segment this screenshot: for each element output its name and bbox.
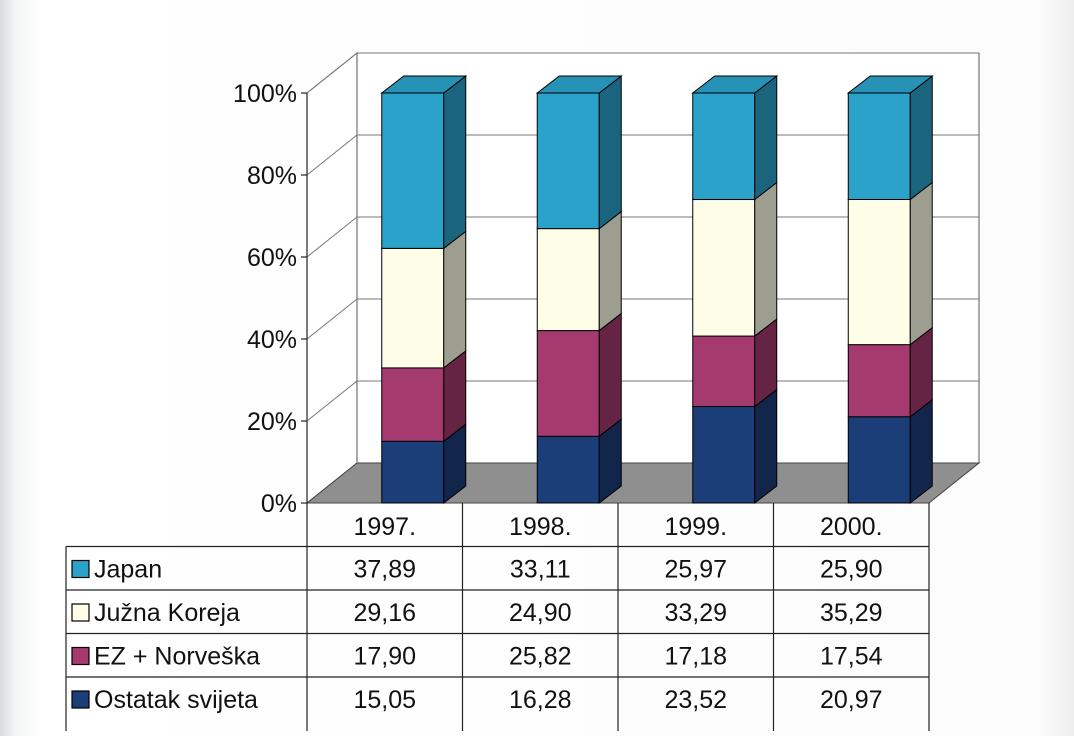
bar-top [380, 75, 468, 94]
bar-ez-norve-ka-1998 [536, 312, 622, 438]
table-header-cell: 1999. [664, 513, 727, 541]
bar-japan-1999 [691, 74, 779, 201]
legend-label-ez-norve-ka: EZ + Norveška [94, 643, 260, 671]
table-cell: 37,89 [353, 556, 416, 584]
gridline [306, 216, 358, 258]
legend-label-ju-na-koreja: Južna Koreja [94, 599, 240, 627]
bar-side [598, 74, 622, 230]
bar-ostatak-svijeta-2000 [847, 398, 933, 505]
table-cell: 33,11 [510, 556, 571, 584]
bar-front [692, 92, 756, 201]
bar-front [692, 199, 756, 337]
bar-top [535, 75, 623, 94]
table-cell: 23,52 [664, 686, 727, 714]
bar-side [754, 181, 778, 338]
table-cell: 17,18 [664, 643, 727, 671]
bar-japan-1998 [535, 74, 623, 230]
legend-swatch-ju-na-koreja [71, 603, 90, 622]
gridline [306, 134, 358, 176]
table-cell: 25,90 [820, 556, 883, 584]
bar-top [691, 75, 779, 94]
bar-front [381, 367, 445, 442]
table-cell: 15,05 [353, 686, 416, 714]
bar-ju-na-koreja-2000 [847, 181, 933, 346]
bar-ostatak-svijeta-1998 [536, 418, 622, 505]
bar-front [692, 335, 756, 408]
bar-front [847, 344, 911, 418]
legend-label-ostatak-svijeta: Ostatak svijeta [94, 686, 258, 714]
bar-front [536, 330, 600, 437]
bar-japan-2000 [846, 74, 934, 201]
bar-top [846, 75, 934, 94]
table-cell: 29,16 [353, 599, 416, 627]
table-cell: 20,97 [820, 686, 883, 714]
chart-side-wall [306, 51, 358, 505]
bar-front [692, 406, 756, 504]
bar-side [598, 312, 622, 438]
bar-front [381, 440, 445, 504]
gridline [306, 52, 358, 94]
table-cell: 17,90 [353, 643, 416, 671]
y-tick-label: 20% [247, 408, 297, 436]
bar-front [381, 247, 445, 369]
bar-side [443, 230, 467, 369]
bar-japan-1997 [380, 74, 468, 250]
bar-front [536, 228, 600, 332]
y-tick-label: 40% [247, 326, 297, 354]
table-cell: 17,54 [820, 643, 883, 671]
bar-ostatak-svijeta-1999 [692, 388, 778, 505]
bar-side [754, 74, 778, 201]
bar-front [536, 92, 600, 230]
bar-front [847, 416, 911, 504]
y-tick-label: 80% [247, 162, 297, 190]
table-cell: 25,97 [664, 556, 727, 584]
table-header-cell: 2000. [820, 513, 883, 541]
table-header-cell: 1998. [509, 513, 572, 541]
bar-ez-norve-ka-2000 [847, 326, 933, 418]
gridline [306, 298, 358, 340]
table-cell: 16,28 [509, 686, 572, 714]
bar-front [847, 199, 911, 346]
table-cell: 24,90 [509, 599, 572, 627]
bar-ju-na-koreja-1999 [692, 181, 778, 338]
y-tick-label: 0% [261, 490, 297, 518]
bar-ez-norve-ka-1997 [381, 349, 467, 443]
legend-swatch-japan [71, 559, 90, 579]
bar-side [909, 181, 933, 346]
gridline [306, 380, 358, 422]
table-header-cell: 1997. [353, 513, 416, 541]
bar-side [443, 74, 467, 250]
bar-side [598, 210, 622, 332]
bar-ez-norve-ka-1999 [692, 318, 778, 408]
legend-label-japan: Japan [94, 556, 162, 584]
table-cell: 35,29 [820, 599, 883, 627]
bar-front [381, 92, 445, 249]
data-table: 1997. 1998. 1999. 2000. Japan 37,89 33,11 25,97… [65, 503, 930, 731]
legend-swatch-ez-norve-ka [71, 646, 90, 666]
legend-swatch-ostatak-svijeta [71, 690, 90, 709]
bar-ju-na-koreja-1998 [536, 210, 622, 332]
bar-ju-na-koreja-1997 [381, 230, 467, 369]
bar-front [536, 435, 600, 504]
bar-side [754, 388, 778, 505]
y-tick-label: 100% [233, 80, 297, 108]
table-cell: 25,82 [509, 643, 572, 671]
bar-side [909, 74, 933, 201]
bar-front [847, 92, 911, 201]
bar-side [909, 398, 933, 505]
y-tick-label: 60% [247, 244, 297, 272]
table-cell: 33,29 [664, 599, 727, 627]
